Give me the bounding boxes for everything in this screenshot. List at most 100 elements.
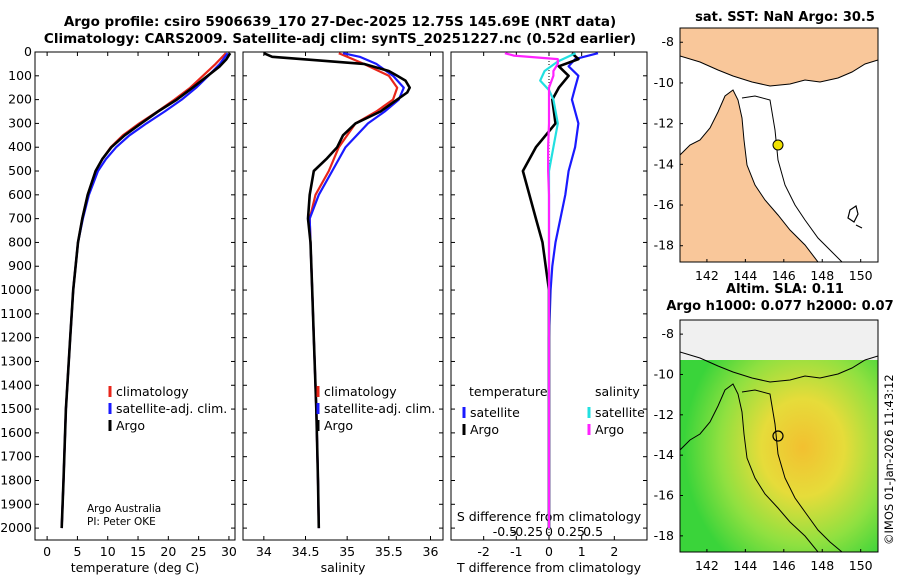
sst-map bbox=[680, 28, 878, 262]
sla-coast-south bbox=[680, 383, 819, 552]
map-y-tick-label: -10 bbox=[654, 366, 674, 381]
map-y-tick-label: -10 bbox=[654, 75, 674, 90]
s-tick-label: -0.25 bbox=[511, 524, 543, 539]
legend-title-salinity: salinity bbox=[595, 384, 640, 399]
y-tick-label: 800 bbox=[8, 234, 32, 249]
map-y-tick-label: -8 bbox=[662, 34, 675, 49]
sla-argo-marker bbox=[772, 430, 784, 442]
sst-land-south bbox=[680, 89, 819, 262]
y-tick-label: 1900 bbox=[0, 496, 32, 511]
y-tick-label: 1500 bbox=[0, 401, 32, 416]
x-tick-label: 0 bbox=[545, 544, 553, 559]
sla-map-title-2: Argo h1000: 0.077 h2000: 0.07 bbox=[666, 299, 894, 314]
map-x-tick-label: 142 bbox=[695, 558, 719, 573]
x-axis-label: salinity bbox=[321, 560, 366, 575]
legend-label: Argo bbox=[470, 422, 499, 437]
y-tick-label: 400 bbox=[8, 139, 32, 154]
sla-map-title-1: Altim. SLA: 0.11 bbox=[726, 282, 844, 297]
x-tick-label: 35.5 bbox=[375, 544, 403, 559]
map-y-tick-label: -12 bbox=[654, 407, 674, 422]
sst-map-title: sat. SST: NaN Argo: 30.5 bbox=[695, 10, 875, 25]
legend-label: satellite bbox=[470, 405, 520, 420]
y-tick-label: 1000 bbox=[0, 282, 32, 297]
title-line-1: Argo profile: csiro 5906639_170 27-Dec-2… bbox=[63, 14, 617, 30]
x-tick-label: 20 bbox=[160, 544, 176, 559]
legend-label: Argo bbox=[324, 418, 353, 433]
x-tick-label: 25 bbox=[191, 544, 207, 559]
y-tick-label: 1800 bbox=[0, 472, 32, 487]
map-y-tick-label: -12 bbox=[654, 116, 674, 131]
x-axis-label: temperature (deg C) bbox=[71, 560, 200, 575]
map-x-tick-label: 144 bbox=[733, 268, 757, 283]
map-y-tick-label: -14 bbox=[654, 156, 674, 171]
map-y-tick-label: -8 bbox=[662, 326, 675, 341]
x-tick-label: 0 bbox=[43, 544, 51, 559]
x-tick-label: 2 bbox=[610, 544, 618, 559]
y-tick-label: 0 bbox=[24, 44, 32, 59]
map-x-tick-label: 146 bbox=[772, 558, 796, 573]
legend-label: Argo bbox=[116, 418, 145, 433]
series-line-s-argo bbox=[504, 52, 559, 529]
y-tick-label: 1700 bbox=[0, 449, 32, 464]
x-tick-label: 5 bbox=[73, 544, 81, 559]
legend-label: satellite-adj. clim. bbox=[116, 401, 227, 416]
x-tick-label: 15 bbox=[130, 544, 146, 559]
x-tick-label: 30 bbox=[221, 544, 237, 559]
panel-2: 34 34.5 35 35.5 36 salinity climatology satelli… bbox=[242, 51, 444, 575]
map-x-tick-label: 144 bbox=[733, 558, 757, 573]
map-x-tick-label: 150 bbox=[849, 558, 873, 573]
y-tick-label: 1300 bbox=[0, 353, 32, 368]
y-tick-label: 2000 bbox=[0, 520, 32, 535]
map-x-tick-label: 146 bbox=[772, 268, 796, 283]
legend-label: climatology bbox=[116, 384, 189, 399]
map-x-tick-label: 148 bbox=[810, 558, 834, 573]
sst-argo-marker bbox=[772, 139, 784, 151]
series-line-argo bbox=[60, 52, 232, 529]
x-tick-label: 35 bbox=[339, 544, 355, 559]
x-tick-label: 10 bbox=[100, 544, 116, 559]
y-tick-label: 500 bbox=[8, 163, 32, 178]
sst-island-left bbox=[847, 205, 863, 229]
s-tick-label: 0.5 bbox=[583, 524, 603, 539]
credit-pi: PI: Peter OKE bbox=[87, 516, 156, 528]
sla-reef-contour bbox=[741, 389, 843, 552]
panel-1: 0100200300400500600700800900100011001200… bbox=[0, 44, 237, 575]
legend-label: climatology bbox=[324, 384, 397, 399]
sst-reef-contour bbox=[741, 95, 843, 262]
y-tick-label: 900 bbox=[8, 258, 32, 273]
y-tick-label: 100 bbox=[8, 68, 32, 83]
y-tick-label: 1600 bbox=[0, 425, 32, 440]
credit-program: Argo Australia bbox=[87, 503, 161, 515]
x-tick-label: -1 bbox=[510, 544, 522, 559]
map-x-tick-label: 142 bbox=[695, 268, 719, 283]
legend-title-temperature: temperature bbox=[469, 384, 548, 399]
sla-map bbox=[680, 320, 878, 552]
map-y-tick-label: -16 bbox=[654, 488, 674, 503]
s-tick-label: 0.25 bbox=[557, 524, 585, 539]
x-tick-label: 36 bbox=[423, 544, 439, 559]
panel-1-frame bbox=[34, 51, 236, 541]
x-tick-label: 34 bbox=[256, 544, 272, 559]
map-y-tick-label: -18 bbox=[654, 528, 674, 543]
series-line-argo bbox=[263, 52, 412, 529]
sst-map-frame bbox=[679, 27, 879, 263]
sla-coast-north bbox=[680, 351, 878, 383]
y-tick-label: 600 bbox=[8, 187, 32, 202]
sla-north-land bbox=[680, 320, 878, 360]
x-tick-label: 1 bbox=[578, 544, 586, 559]
x-axis-label: T difference from climatology bbox=[456, 560, 642, 575]
panel-2-frame bbox=[242, 51, 444, 541]
x-tick-label: -2 bbox=[477, 544, 489, 559]
y-tick-label: 1200 bbox=[0, 330, 32, 345]
title-line-2: Climatology: CARS2009. Satellite-adj cli… bbox=[43, 31, 637, 47]
y-tick-label: 200 bbox=[8, 92, 32, 107]
legend-label: satellite-adj. clim. bbox=[324, 401, 435, 416]
legend-label: Argo bbox=[595, 422, 624, 437]
s-tick-label: -0.5 bbox=[493, 524, 517, 539]
y-tick-label: 700 bbox=[8, 211, 32, 226]
legend-label: satellite bbox=[595, 405, 645, 420]
y-tick-label: 1400 bbox=[0, 377, 32, 392]
s-tick-label: 0 bbox=[545, 524, 553, 539]
